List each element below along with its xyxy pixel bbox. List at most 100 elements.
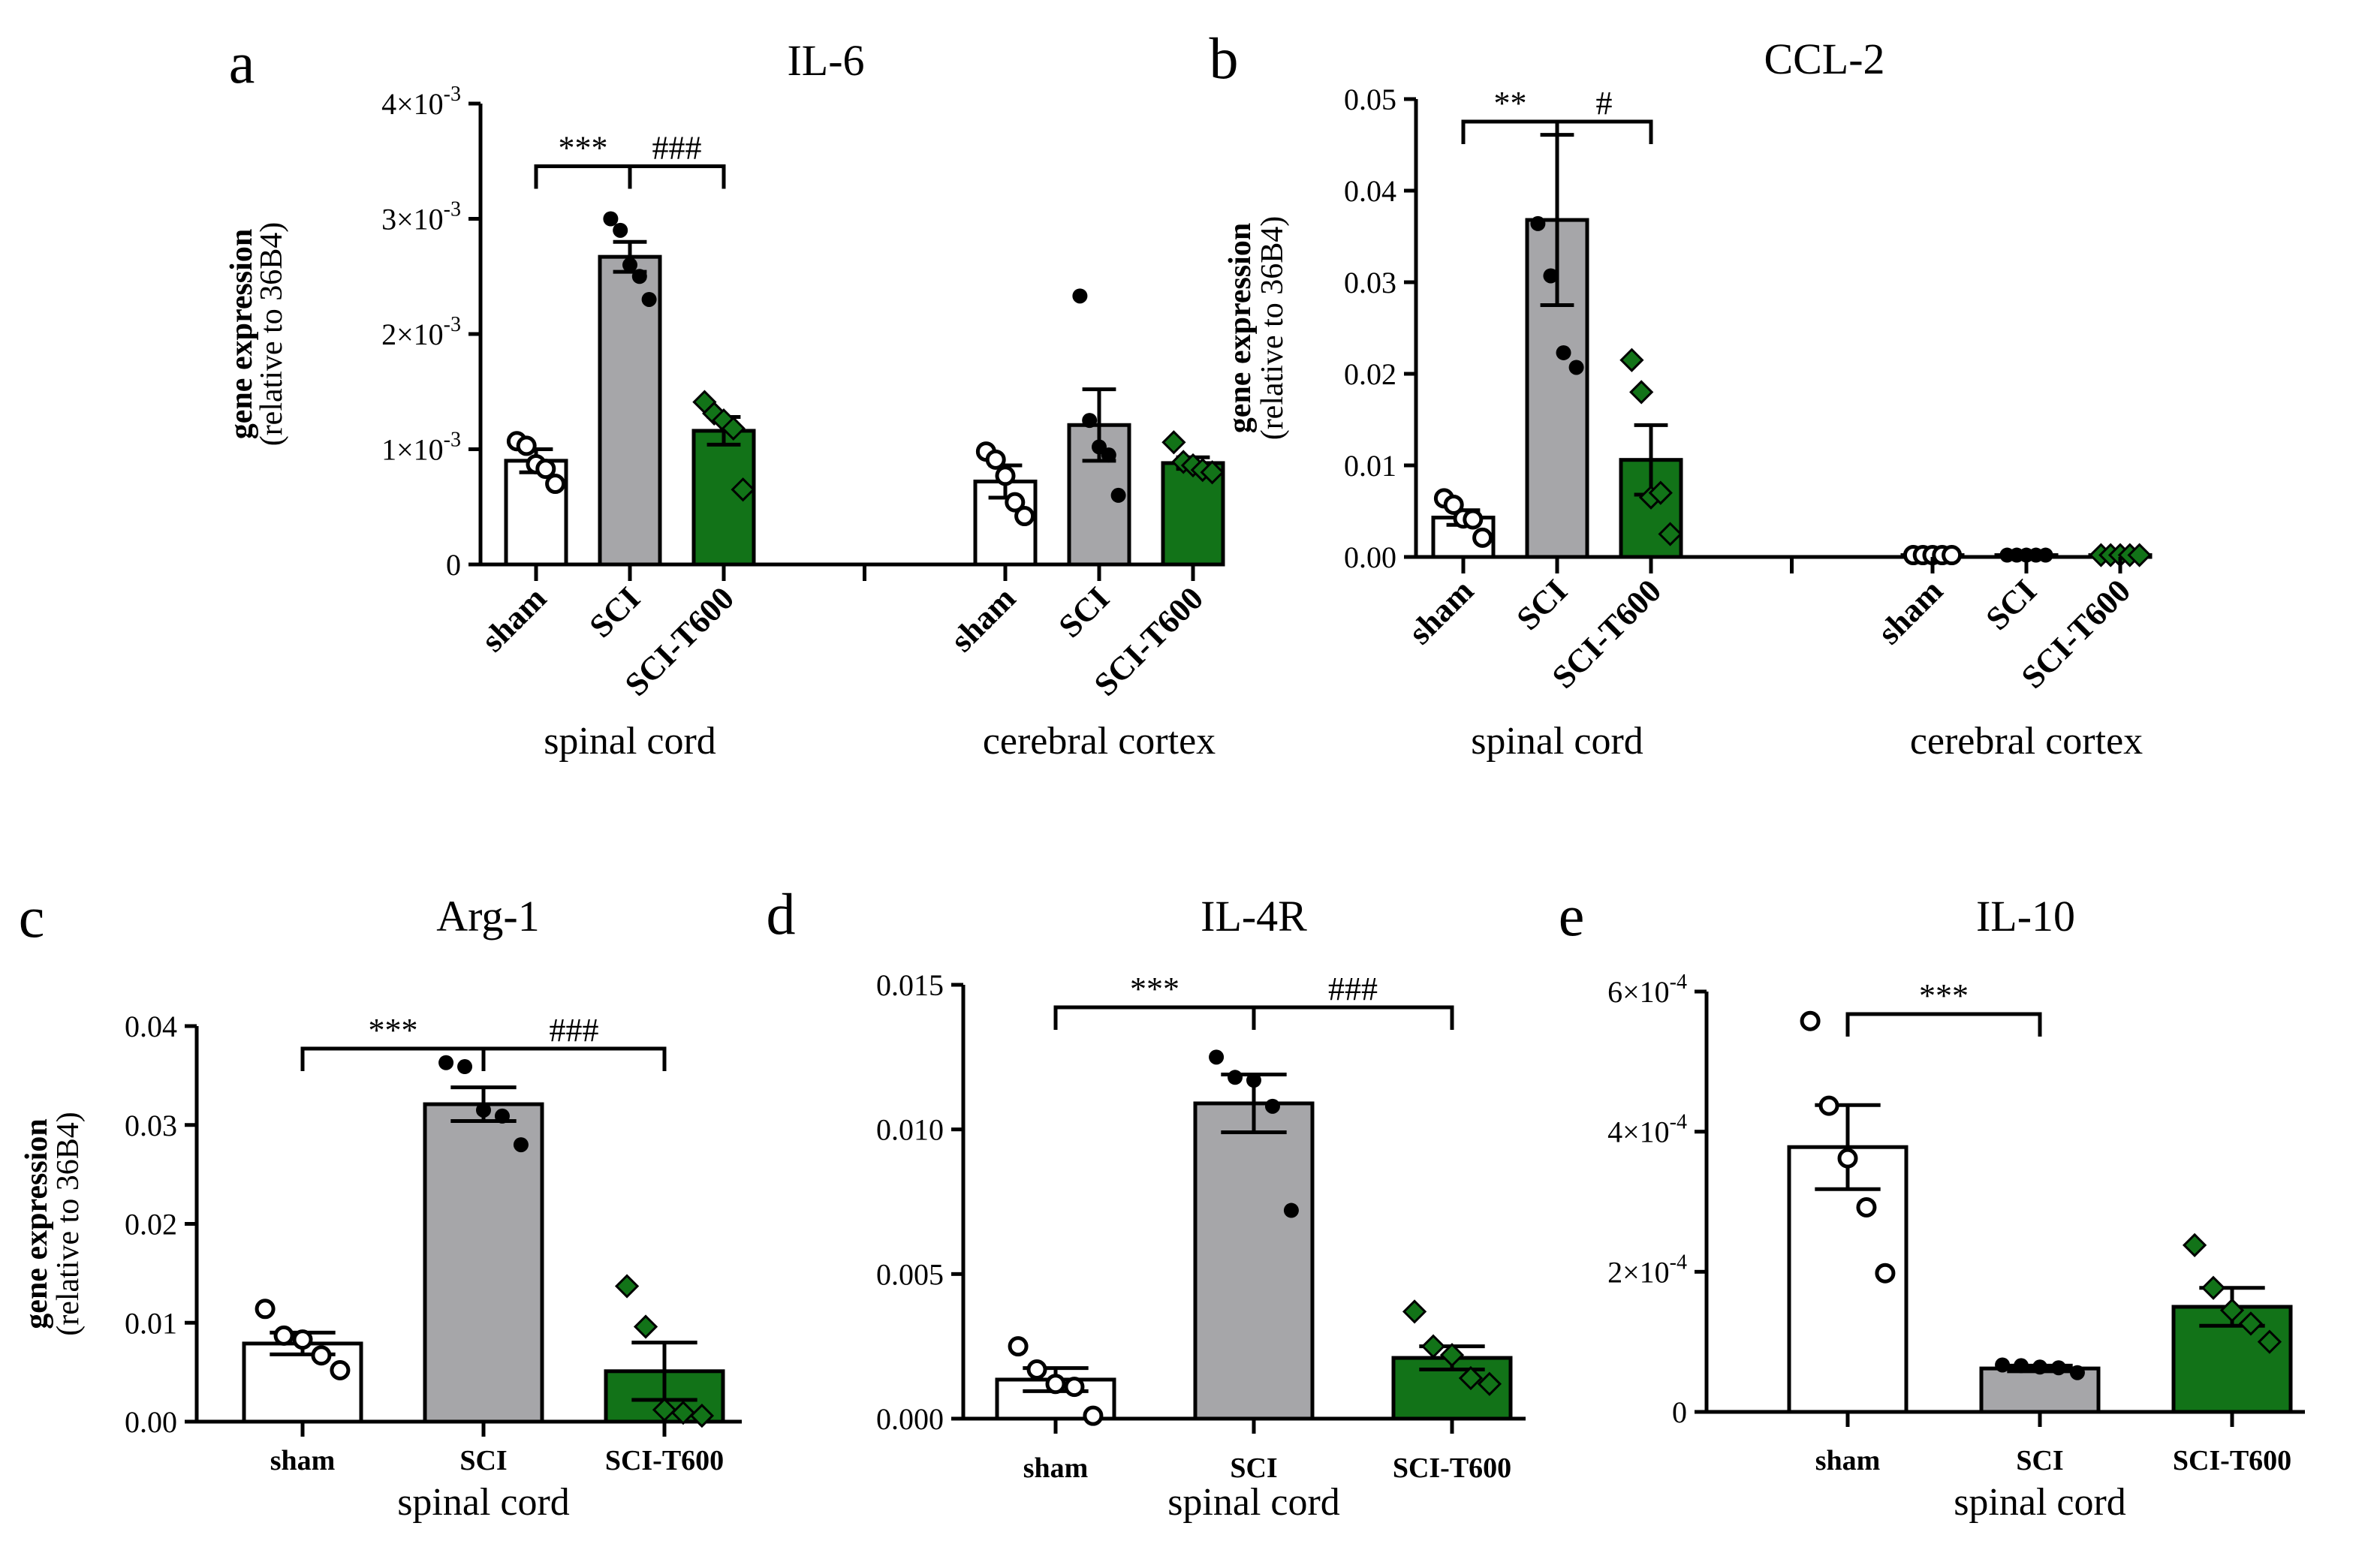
point-marker <box>1110 487 1126 503</box>
point-marker <box>2069 1365 2085 1380</box>
point-marker <box>2050 1360 2066 1376</box>
point-marker <box>1014 506 1035 527</box>
point-marker <box>513 1137 529 1153</box>
point-marker <box>1402 1299 1427 1324</box>
significance-label: ### <box>652 130 702 167</box>
point-marker <box>457 1059 473 1075</box>
panel-d: d IL-4R 0.000 0.005 0.010 0.015 sham SCI SCI-T60… <box>767 881 1526 1524</box>
point-marker <box>1837 1148 1858 1169</box>
point-marker <box>1856 1196 1877 1217</box>
y-tick-label: 1×10-3 <box>381 429 461 467</box>
point-marker <box>603 211 619 227</box>
point-marker <box>1045 1374 1066 1395</box>
point-marker <box>2219 1298 2245 1323</box>
point-marker <box>516 435 537 456</box>
point-marker <box>614 1274 640 1299</box>
panel-a: a IL-6 gene expression(relative to 36B4) 0 1… <box>224 30 1225 763</box>
y-tick-label: 0.005 <box>876 1257 944 1291</box>
bar <box>598 254 662 567</box>
y-tick-label: 0.02 <box>1344 357 1396 391</box>
point-marker <box>1200 460 1225 485</box>
point-marker <box>689 1403 715 1428</box>
group-label: cerebral cortex <box>1910 720 2143 763</box>
point-marker <box>438 1055 454 1070</box>
group-label: spinal cord <box>544 720 716 763</box>
point-marker <box>1008 1336 1029 1357</box>
point-marker <box>2014 1358 2029 1374</box>
chart-title: IL-4R <box>1201 892 1307 941</box>
point-marker <box>1064 1377 1085 1398</box>
significance-bracket <box>628 164 726 189</box>
y-tick-label: 6×10-4 <box>1607 971 1687 1009</box>
point-marker <box>2038 547 2053 563</box>
significance-bracket <box>300 1046 486 1071</box>
group-label: spinal cord <box>1954 1481 2126 1524</box>
point-marker <box>273 1325 294 1346</box>
point-marker <box>1026 1359 1047 1380</box>
point-marker <box>985 449 1006 470</box>
chart-title: CCL-2 <box>1764 35 1884 83</box>
point-marker <box>613 222 628 238</box>
y-tick-label: 0.01 <box>125 1306 177 1340</box>
y-tick-label: 3×10-3 <box>381 198 461 236</box>
category-label: sham <box>1815 1445 1881 1476</box>
y-tick-label: 0 <box>446 548 461 582</box>
point-marker <box>1658 522 1683 546</box>
y-tick-label: 0.02 <box>125 1208 177 1242</box>
point-marker <box>255 1299 276 1320</box>
y-tick-label: 4×10-3 <box>381 83 461 121</box>
point-marker <box>631 269 647 284</box>
category-label: sham <box>270 1445 336 1476</box>
category-label: SCI <box>1510 572 1575 637</box>
point-marker <box>2257 1329 2282 1354</box>
point-marker <box>1556 345 1571 360</box>
point-marker <box>476 1102 491 1118</box>
panel-letter: c <box>19 884 45 950</box>
y-axis-sublabel: (relative to 36B4) <box>51 1112 86 1336</box>
significance-bracket <box>1252 1005 1454 1030</box>
y-tick-label: 0.03 <box>1344 266 1396 299</box>
group-label: spinal cord <box>1167 1481 1340 1524</box>
point-marker <box>1005 492 1026 513</box>
significance-label: *** <box>1919 977 1969 1014</box>
point-marker <box>731 477 755 502</box>
panel-b: b CCL-2 gene expression(relative to 36B4) 0… <box>1210 26 2153 763</box>
significance-label: ### <box>1328 971 1378 1007</box>
point-marker <box>1072 288 1088 304</box>
chart-title: IL-10 <box>1976 892 2075 941</box>
category-label: SCI <box>1052 579 1117 645</box>
group-label: spinal cord <box>397 1481 570 1524</box>
y-tick-label: 0.04 <box>125 1010 177 1043</box>
y-axis-sublabel: (relative to 36B4) <box>255 222 289 447</box>
point-marker <box>1477 1371 1502 1396</box>
y-tick-label: 0 <box>1672 1395 1687 1429</box>
point-marker <box>2182 1232 2207 1257</box>
point-marker <box>1083 1405 1104 1426</box>
significance-label: *** <box>1130 971 1179 1007</box>
point-marker <box>2238 1311 2264 1336</box>
panel-c: c Arg-1 gene expression(relative to 36B4) 0… <box>19 884 742 1524</box>
significance-bracket <box>1461 119 1559 144</box>
point-marker <box>1443 494 1464 515</box>
point-marker <box>1420 1334 1446 1359</box>
y-tick-label: 0.04 <box>1344 174 1396 208</box>
y-tick-label: 0.015 <box>876 968 944 1002</box>
category-label: SCI <box>1230 1452 1277 1484</box>
point-marker <box>1942 545 1963 566</box>
category-label: sham <box>474 579 554 659</box>
point-marker <box>1246 1073 1261 1088</box>
chart-title: IL-6 <box>787 36 864 85</box>
category-label: SCI <box>583 579 648 645</box>
significance-bracket <box>1555 119 1653 144</box>
point-marker <box>1875 1263 1896 1284</box>
group-label: spinal cord <box>1471 720 1643 763</box>
y-tick-label: 4×10-4 <box>1607 1111 1687 1149</box>
point-marker <box>292 1329 313 1350</box>
point-marker <box>1264 1098 1280 1114</box>
significance-label: ### <box>550 1012 599 1049</box>
category-label: sham <box>1023 1452 1089 1484</box>
y-tick-label: 0.00 <box>125 1405 177 1439</box>
category-label: SCI-T600 <box>2173 1445 2291 1476</box>
significance-label: # <box>1596 85 1613 122</box>
